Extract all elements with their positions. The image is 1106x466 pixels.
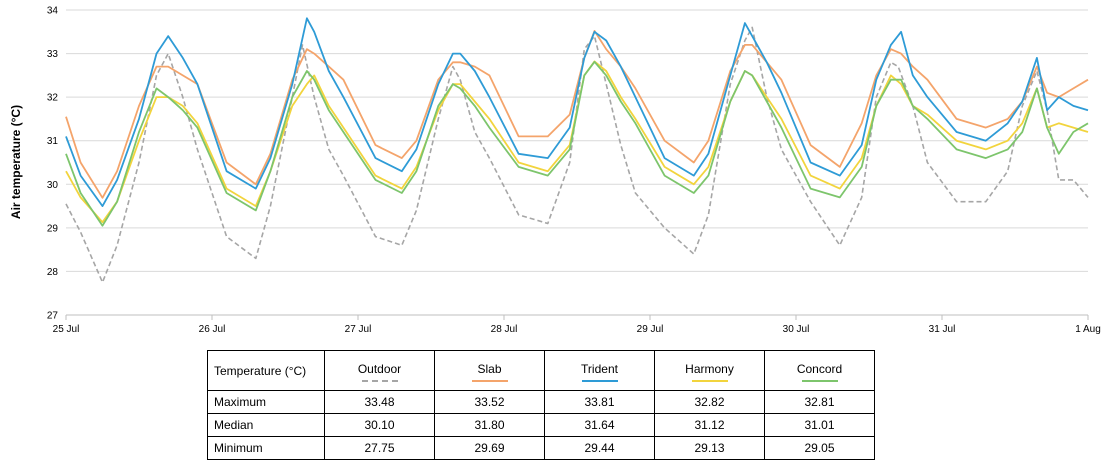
- table-cell: 32.82: [654, 390, 765, 414]
- table-header-slab: Slab: [434, 350, 545, 391]
- table-cell: 33.81: [544, 390, 655, 414]
- legend-swatch-trident: [581, 379, 618, 382]
- y-tick-label: 34: [47, 6, 59, 17]
- table-header-harmony: Harmony: [654, 350, 765, 391]
- grid-lines: [66, 9, 1088, 272]
- table-header-label: Temperature (°C): [207, 350, 325, 391]
- table-cell: 31.64: [544, 413, 655, 437]
- table-row-minimum: Minimum 27.75 29.69 29.44 29.13 29.05: [207, 436, 875, 460]
- table-cell: 30.10: [324, 413, 435, 437]
- x-tick-label: 25 Jul: [53, 324, 80, 335]
- y-tick-label: 28: [47, 267, 59, 278]
- legend-swatch-concord: [801, 379, 838, 382]
- table-cell: 33.48: [324, 390, 435, 414]
- series-line-concord: [65, 60, 1089, 227]
- table-header-outdoor: Outdoor: [324, 350, 435, 391]
- table-cell: 31.80: [434, 413, 545, 437]
- table-cell: 31.01: [764, 413, 875, 437]
- table-cell: 29.05: [764, 436, 875, 460]
- series-name-trident: Trident: [581, 361, 618, 376]
- table-header-trident: Trident: [544, 350, 655, 391]
- y-tick-label: 32: [47, 93, 59, 104]
- y-axis-title: Air temperature (°C): [9, 105, 23, 219]
- x-tick-label: 31 Jul: [929, 324, 956, 335]
- x-tick-label: 30 Jul: [783, 324, 810, 335]
- y-tick-label: 30: [47, 180, 59, 191]
- x-tick-label: 29 Jul: [637, 324, 664, 335]
- table-row-maximum: Maximum 33.48 33.52 33.81 32.82 32.81: [207, 390, 875, 414]
- series-name-harmony: Harmony: [685, 361, 734, 376]
- y-tick-label: 33: [47, 49, 59, 60]
- table-cell: 29.44: [544, 436, 655, 460]
- table-header-row: Temperature (°C) Outdoor Slab Trident Ha…: [207, 350, 875, 391]
- series-name-concord: Concord: [796, 361, 843, 376]
- table-cell: 31.12: [654, 413, 765, 437]
- x-tick-labels: 25 Jul 26 Jul 27 Jul 28 Jul 29 Jul 30 Jul 31 J…: [53, 315, 1101, 335]
- row-label: Median: [207, 413, 325, 437]
- legend-swatch-slab: [471, 379, 508, 382]
- x-tick-label: 27 Jul: [345, 324, 372, 335]
- series-name-outdoor: Outdoor: [357, 361, 402, 376]
- statistics-table: Temperature (°C) Outdoor Slab Trident Ha…: [207, 350, 875, 460]
- x-tick-label: 28 Jul: [491, 324, 518, 335]
- row-label: Minimum: [207, 436, 325, 460]
- y-tick-labels: 27 28 29 30 31 32 33 34: [47, 6, 59, 322]
- series-line-trident: [65, 17, 1089, 208]
- table-row-median: Median 30.10 31.80 31.64 31.12 31.01: [207, 413, 875, 437]
- table-cell: 32.81: [764, 390, 875, 414]
- x-tick-label: 1 Aug: [1075, 324, 1101, 335]
- series-line-outdoor: [65, 26, 1089, 284]
- y-tick-label: 27: [47, 311, 59, 322]
- y-tick-label: 31: [47, 136, 59, 147]
- x-tick-label: 26 Jul: [199, 324, 226, 335]
- legend-swatch-outdoor: [361, 379, 398, 382]
- table-cell: 29.13: [654, 436, 765, 460]
- y-tick-label: 29: [47, 223, 59, 234]
- table-cell: 33.52: [434, 390, 545, 414]
- table-cell: 29.69: [434, 436, 545, 460]
- series-lines: [65, 17, 1089, 284]
- legend-swatch-harmony: [691, 379, 728, 382]
- series-name-slab: Slab: [477, 361, 502, 376]
- table-cell: 27.75: [324, 436, 435, 460]
- row-label: Maximum: [207, 390, 325, 414]
- temperature-line-chart: 27 28 29 30 31 32 33 34 25 Jul 26 Jul 27 Jul 28 Ju…: [9, 6, 1101, 336]
- table-header-concord: Concord: [764, 350, 875, 391]
